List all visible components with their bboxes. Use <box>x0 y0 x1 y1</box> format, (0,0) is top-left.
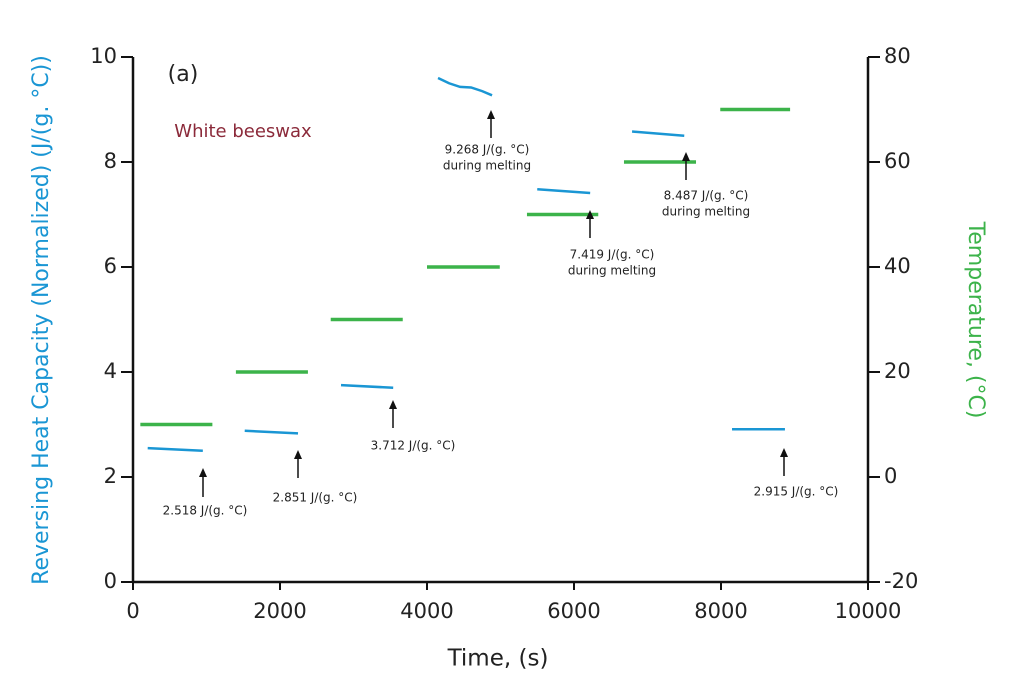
value-note: 3.712 J/(g. °C) <box>371 439 456 453</box>
value-note: during melting <box>662 205 750 219</box>
data-line <box>537 188 591 195</box>
value-note: during melting <box>443 159 531 173</box>
y-tick-label: 10 <box>90 44 117 68</box>
data-line <box>437 76 493 97</box>
y2-tick-label: 0 <box>884 464 897 488</box>
value-note: 7.419 J/(g. °C) <box>570 248 655 262</box>
data-line <box>147 446 203 452</box>
x-tick-label: 6000 <box>547 599 600 623</box>
data-line <box>631 130 685 137</box>
sample-label: White beeswax <box>174 121 312 142</box>
y2-tick-label: 40 <box>884 254 911 278</box>
y2-tick-label: 80 <box>884 44 911 68</box>
y2-tick-label: 20 <box>884 359 911 383</box>
y2-tick-label: -20 <box>884 569 918 593</box>
y-tick-label: 6 <box>104 254 117 278</box>
arrow-head <box>389 400 397 409</box>
value-note: 9.268 J/(g. °C) <box>445 143 530 157</box>
value-note: 2.518 J/(g. °C) <box>163 504 248 518</box>
x-tick-label: 4000 <box>400 599 453 623</box>
x-tick-label: 8000 <box>694 599 747 623</box>
x-tick-label: 0 <box>126 599 139 623</box>
y2-tick-label: 60 <box>884 149 911 173</box>
y-tick-label: 8 <box>104 149 117 173</box>
y-tick-label: 0 <box>104 569 117 593</box>
y2-axis-title: Temperature, (°C) <box>963 221 988 419</box>
value-note: 8.487 J/(g. °C) <box>664 189 749 203</box>
y-tick-label: 4 <box>104 359 117 383</box>
arrow-head <box>586 210 594 219</box>
data-line <box>244 429 299 435</box>
x-tick-label: 2000 <box>253 599 306 623</box>
x-tick-label: 10000 <box>835 599 902 623</box>
data-line <box>340 383 394 389</box>
arrow-head <box>294 450 302 459</box>
y-tick-label: 2 <box>104 464 117 488</box>
arrow-head <box>682 152 690 161</box>
arrow-head <box>199 468 207 477</box>
x-axis-title: Time, (s) <box>447 646 549 672</box>
value-note: 2.915 J/(g. °C) <box>754 485 839 499</box>
y-axis-title: Reversing Heat Capacity (Normalized) (J/… <box>29 55 54 585</box>
arrow-head <box>780 448 788 457</box>
value-note: during melting <box>568 264 656 278</box>
value-note: 2.851 J/(g. °C) <box>273 491 358 505</box>
arrow-head <box>487 110 495 119</box>
panel-label: (a) <box>168 62 199 87</box>
